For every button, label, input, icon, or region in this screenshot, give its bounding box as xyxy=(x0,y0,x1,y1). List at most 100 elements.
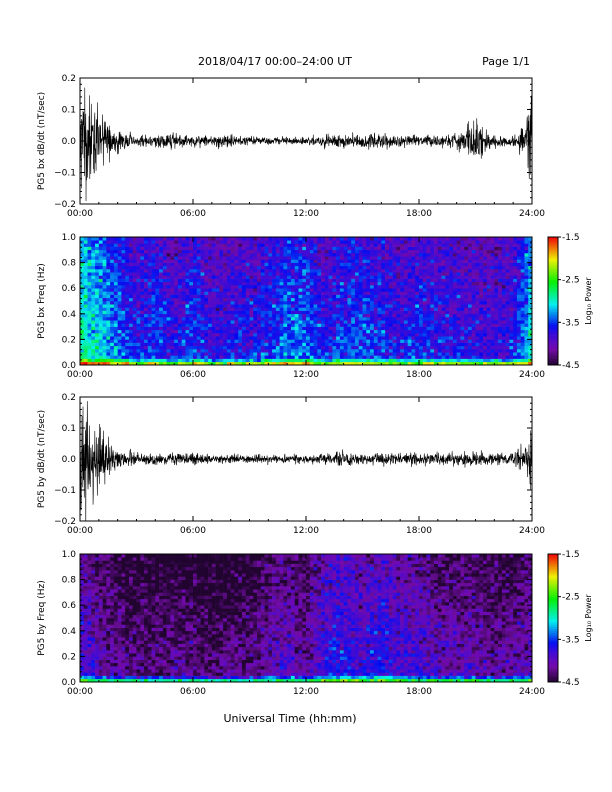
spectrogram-cell xyxy=(306,336,311,340)
spectrogram-cell xyxy=(411,304,416,308)
spectrogram-cell xyxy=(166,297,171,302)
spectrogram-cell xyxy=(147,265,152,270)
spectrogram-cell xyxy=(449,304,454,308)
spectrogram-cell xyxy=(211,345,216,350)
spectrogram-cell xyxy=(373,281,378,286)
spectrogram-cell xyxy=(80,349,85,353)
spectrogram-cell xyxy=(91,285,96,289)
spectrogram-cell xyxy=(336,297,341,302)
spectrogram-cell xyxy=(332,294,337,299)
spectrogram-cell xyxy=(238,256,243,260)
spectrogram-cell xyxy=(147,313,152,318)
spectrogram-cell xyxy=(87,310,92,315)
spectrogram-cell xyxy=(370,313,375,318)
spectrogram-cell xyxy=(95,246,100,251)
spectrogram-cell xyxy=(475,336,480,340)
x-tick-label: 12:00 xyxy=(293,370,319,380)
spectrogram-cell xyxy=(460,336,465,340)
spectrogram-cell xyxy=(287,272,292,276)
spectrogram-cell xyxy=(279,342,284,347)
spectrogram-cell xyxy=(249,333,254,337)
spectrogram-cell xyxy=(456,259,461,263)
spectrogram-cell xyxy=(136,310,141,315)
spectrogram-cell xyxy=(498,304,503,308)
spectrogram-cell xyxy=(174,352,179,356)
spectrogram-cell xyxy=(354,336,360,340)
spectrogram-cell xyxy=(456,291,461,295)
spectrogram-cell xyxy=(174,323,179,327)
spectrogram-cell xyxy=(223,349,228,353)
spectrogram-cell xyxy=(339,256,344,260)
spectrogram-cell xyxy=(155,259,160,263)
spectrogram-cell xyxy=(467,256,473,260)
spectrogram-cell xyxy=(155,358,160,363)
spectrogram-cell xyxy=(98,265,103,270)
spectrogram-cell xyxy=(366,320,371,324)
spectrogram-cell xyxy=(230,313,235,318)
spectrogram-cell xyxy=(449,307,454,311)
spectrogram-cell xyxy=(117,323,122,327)
spectrogram-cell xyxy=(381,336,386,340)
spectrogram-cell xyxy=(159,243,164,247)
spectrogram-cell xyxy=(211,320,216,324)
spectrogram-cell xyxy=(102,339,107,343)
spectrogram-cell xyxy=(234,291,239,295)
spectrogram-cell xyxy=(279,272,284,276)
spectrogram-cell xyxy=(332,253,337,257)
spectrogram-cell xyxy=(366,355,371,359)
spectrogram-cell xyxy=(257,275,262,279)
spectrogram-cell xyxy=(471,339,476,343)
spectrogram-cell xyxy=(234,262,239,267)
spectrogram-cell xyxy=(241,281,247,286)
spectrogram-cell xyxy=(200,246,205,251)
spectrogram-cell xyxy=(339,288,344,292)
spectrogram-cell xyxy=(411,313,416,318)
spectrogram-cell xyxy=(467,323,473,327)
spectrogram-cell xyxy=(264,291,269,295)
spectrogram-cell xyxy=(494,240,499,244)
spectrogram-cell xyxy=(117,317,122,321)
spectrogram-cell xyxy=(290,240,295,244)
spectrogram-cell xyxy=(370,237,375,241)
spectrogram-cell xyxy=(290,265,295,270)
spectrogram-cell xyxy=(211,313,216,318)
spectrogram-cell xyxy=(268,291,273,295)
spectrogram-cell xyxy=(117,259,122,263)
spectrogram-cell xyxy=(140,317,145,321)
spectrogram-cell xyxy=(121,269,126,273)
spectrogram-cell xyxy=(479,297,484,302)
spectrogram-cell xyxy=(226,358,231,363)
spectrogram-cell xyxy=(449,253,454,257)
spectrogram-cell xyxy=(302,243,307,247)
spectrogram-cell xyxy=(223,240,228,244)
spectrogram-cell xyxy=(302,281,307,286)
spectrogram-cell xyxy=(302,278,307,283)
spectrogram-cell xyxy=(430,313,435,318)
spectrogram-cell xyxy=(91,323,96,327)
spectrogram-cell xyxy=(117,333,122,337)
spectrogram-cell xyxy=(524,265,529,270)
spectrogram-cell xyxy=(494,317,499,321)
spectrogram-cell xyxy=(449,240,454,244)
spectrogram-cell xyxy=(260,288,265,292)
spectrogram-cell xyxy=(268,269,273,273)
spectrogram-cell xyxy=(238,249,243,254)
spectrogram-cell xyxy=(87,342,92,347)
spectrogram-cell xyxy=(279,297,284,302)
spectrogram-cell xyxy=(516,323,521,327)
spectrogram-cell xyxy=(121,272,126,276)
spectrogram-cell xyxy=(102,278,107,283)
spectrogram-cell xyxy=(437,262,442,267)
spectrogram-cell xyxy=(185,323,190,327)
spectrogram-cell xyxy=(159,323,164,327)
spectrogram-cell xyxy=(464,320,469,324)
spectrogram-cell xyxy=(91,281,96,286)
spectrogram-cell xyxy=(475,317,480,321)
spectrogram-cell xyxy=(162,294,167,299)
spectrogram-cell xyxy=(479,275,484,279)
spectrogram-cell xyxy=(415,275,420,279)
spectrogram-cell xyxy=(204,275,209,279)
spectrogram-cell xyxy=(106,269,111,273)
spectrogram-cell xyxy=(475,310,480,315)
spectrogram-cell xyxy=(392,275,397,279)
